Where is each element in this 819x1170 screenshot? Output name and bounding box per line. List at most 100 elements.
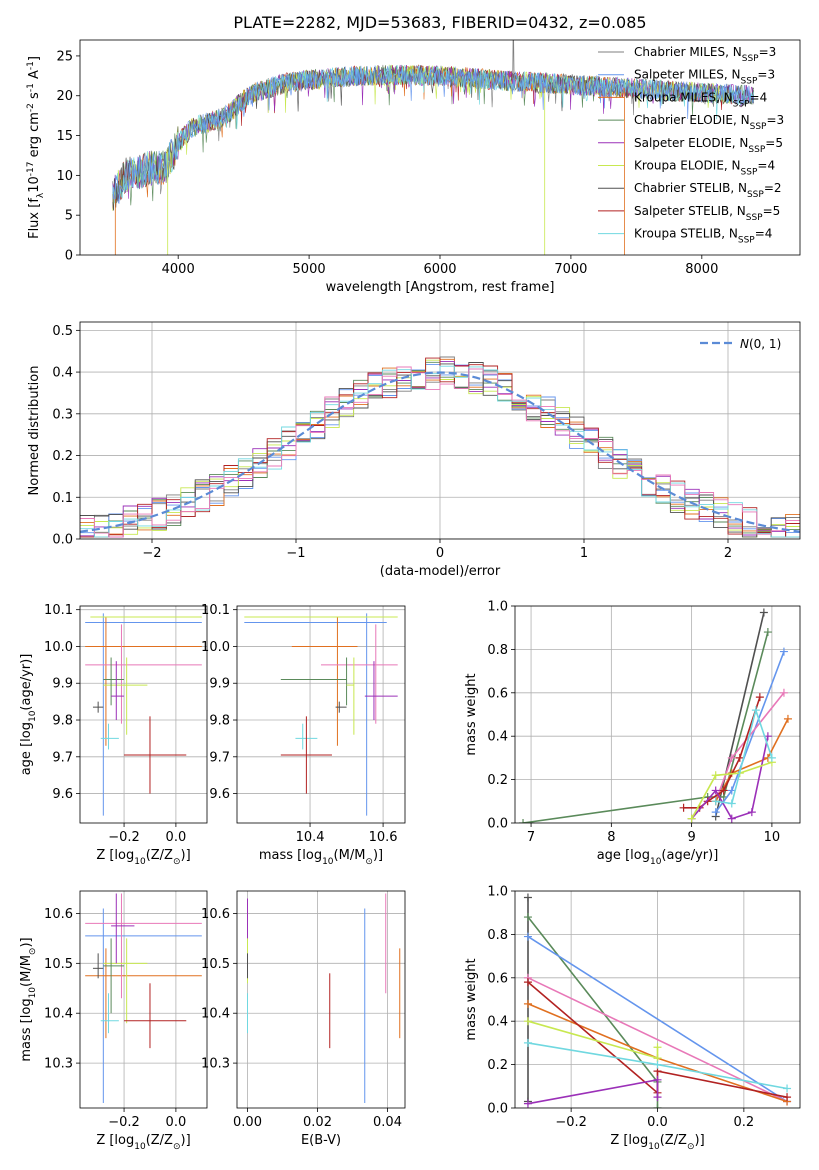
weight-marker bbox=[523, 999, 532, 1008]
error-bar bbox=[85, 613, 202, 816]
weight-marker bbox=[727, 799, 736, 808]
x-tick-label: 0.0 bbox=[647, 1115, 668, 1130]
y-axis-label: age [log10(age/yr)] bbox=[19, 654, 38, 776]
axes-frame bbox=[236, 890, 406, 1109]
weight-series bbox=[523, 1038, 792, 1093]
x-tick-label: 0.02 bbox=[303, 1115, 332, 1130]
y-tick-label: 0 bbox=[65, 249, 73, 264]
spectrum-panel-plot bbox=[112, 40, 754, 255]
weight-line bbox=[522, 631, 769, 823]
weight-marker bbox=[783, 1093, 792, 1102]
weight-marker bbox=[711, 786, 720, 795]
legend-entry: Chabrier MILES, NSSP=3 bbox=[598, 45, 776, 64]
y-tick-label: 10.1 bbox=[44, 603, 73, 618]
weight-marker bbox=[719, 786, 728, 795]
y-tick-label: 10 bbox=[56, 169, 73, 184]
y-tick-label: 20 bbox=[56, 89, 73, 104]
weight-line bbox=[714, 612, 765, 817]
x-tick-label: −1 bbox=[286, 546, 305, 561]
x-axis-label: E(B-V) bbox=[301, 1133, 341, 1148]
weight-marker bbox=[653, 1104, 662, 1108]
axes-frame bbox=[79, 890, 208, 1109]
age-vs-z-panel-plot bbox=[80, 606, 207, 823]
y-tick-label: 0.8 bbox=[487, 928, 508, 943]
x-tick-label: 1 bbox=[580, 546, 588, 561]
x-axis-label: (data-model)/error bbox=[380, 564, 501, 579]
legend-entry: Salpeter STELIB, NSSP=5 bbox=[598, 204, 780, 223]
weight-marker bbox=[763, 628, 772, 637]
weight-marker bbox=[703, 797, 712, 806]
axes-frame bbox=[79, 605, 208, 824]
error-bar bbox=[346, 657, 355, 735]
y-axis-label: mass weight bbox=[464, 673, 479, 755]
spectrum-line bbox=[112, 65, 754, 205]
weight-marker bbox=[653, 1043, 662, 1052]
x-tick-label: 8 bbox=[607, 830, 615, 845]
error-bar bbox=[111, 893, 135, 964]
x-tick-label: 4000 bbox=[162, 262, 195, 277]
y-tick-label: 9.8 bbox=[209, 714, 230, 729]
x-tick-label: 0.04 bbox=[373, 1115, 402, 1130]
weight-series bbox=[523, 1017, 662, 1063]
x-tick-label: 0.2 bbox=[734, 1115, 755, 1130]
error-bar bbox=[85, 624, 202, 724]
y-tick-label: 0.3 bbox=[52, 407, 73, 422]
y-tick-label: 0.0 bbox=[52, 533, 73, 548]
age-vs-z-panel: −0.2 0.0 9.6 9.7 9.8 9.9 10.0 10.1 Z [log10(Z/Z⊙… bbox=[19, 603, 208, 867]
spectrum-legend: Chabrier MILES, NSSP=3 Salpeter MILES, NS… bbox=[598, 45, 784, 246]
weight-marker bbox=[727, 753, 736, 762]
error-bar bbox=[85, 893, 202, 999]
figure-title: PLATE=2282, MJD=53683, FIBERID=0432, z=0… bbox=[233, 13, 646, 32]
axes-frame bbox=[236, 605, 406, 824]
error-bar bbox=[100, 993, 119, 1034]
x-tick-label: 10.6 bbox=[369, 830, 398, 845]
weight-series bbox=[523, 1075, 662, 1108]
error-bar bbox=[244, 613, 387, 816]
weight-marker bbox=[783, 1084, 792, 1093]
legend-entry: Salpeter ELODIE, NSSP=5 bbox=[598, 136, 783, 155]
weight-line bbox=[683, 696, 761, 809]
weight-marker bbox=[523, 893, 532, 902]
y-tick-label: 0.0 bbox=[487, 1102, 508, 1117]
weight-series bbox=[523, 893, 532, 1106]
weight-marker bbox=[755, 693, 764, 702]
y-tick-label: 0.0 bbox=[487, 817, 508, 832]
error-bar bbox=[100, 723, 119, 750]
y-axis-label: Normed distribution bbox=[27, 366, 42, 496]
y-tick-label: 10.0 bbox=[44, 640, 73, 655]
y-tick-label: 10.1 bbox=[201, 603, 230, 618]
legend-label: Salpeter STELIB, NSSP=5 bbox=[634, 204, 780, 223]
residual-panel: −2 −1 0 1 2 0.0 0.1 0.2 0.3 0.4 0.5 (data-model)/er… bbox=[27, 321, 801, 579]
x-tick-label: 9 bbox=[687, 830, 695, 845]
weight-marker bbox=[711, 808, 720, 817]
y-tick-label: 0.4 bbox=[487, 1015, 508, 1030]
x-axis-label: age [log10(age/yr)] bbox=[597, 848, 719, 867]
x-tick-label: 0.00 bbox=[233, 1115, 262, 1130]
y-tick-label: 9.6 bbox=[209, 787, 230, 802]
y-tick-label: 5 bbox=[65, 209, 73, 224]
error-bar bbox=[103, 938, 125, 1014]
weight-marker bbox=[735, 753, 744, 762]
x-axis-label: mass [log10(M/M⊙)] bbox=[259, 848, 383, 867]
legend-label: Chabrier MILES, NSSP=3 bbox=[634, 45, 776, 64]
error-bar bbox=[291, 617, 358, 746]
weight-marker bbox=[747, 808, 756, 817]
x-tick-label: 10.4 bbox=[296, 830, 325, 845]
weight-vs-z-panel: −0.2 0.0 0.2 0.0 0.2 0.4 0.6 0.8 1.0 Z [log10(Z/Z… bbox=[464, 885, 801, 1152]
x-tick-label: −0.2 bbox=[108, 1115, 140, 1130]
y-tick-label: 10.3 bbox=[44, 1057, 73, 1072]
x-tick-label: 10 bbox=[764, 830, 781, 845]
y-tick-label: 0.4 bbox=[52, 366, 73, 381]
error-bar bbox=[103, 657, 125, 706]
x-tick-label: 6000 bbox=[423, 262, 456, 277]
error-bar bbox=[85, 948, 202, 1039]
y-tick-label: 10.4 bbox=[201, 1007, 230, 1022]
error-bar bbox=[280, 657, 348, 706]
legend-entry: Salpeter MILES, NSSP=3 bbox=[598, 68, 775, 87]
error-bar bbox=[92, 953, 104, 979]
y-tick-label: 10.6 bbox=[44, 907, 73, 922]
x-tick-label: 0 bbox=[436, 546, 444, 561]
gaussian-curve bbox=[80, 371, 800, 533]
weight-series bbox=[711, 608, 768, 821]
